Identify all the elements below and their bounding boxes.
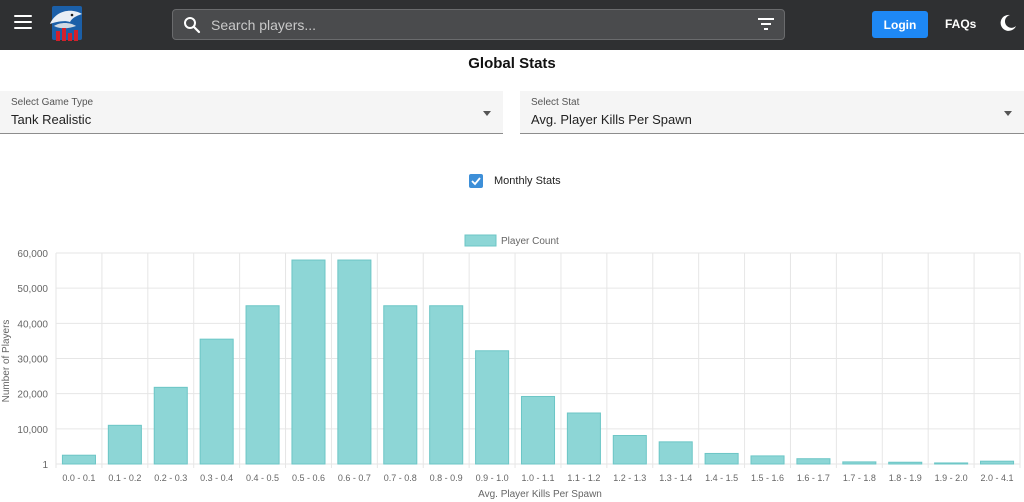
x-tick-label: 1.1 - 1.2 (567, 473, 600, 483)
x-tick-label: 1.6 - 1.7 (797, 473, 830, 483)
bar[interactable] (888, 461, 923, 465)
login-button[interactable]: Login (872, 11, 928, 38)
legend-label: Player Count (501, 236, 559, 247)
bar[interactable] (566, 412, 601, 465)
x-axis-ticks: 0.0 - 0.1 0.1 - 0.2 0.2 - 0.3 0.3 - 0.4 0.4 … (62, 473, 1013, 483)
x-tick-label: 0.5 - 0.6 (292, 473, 325, 483)
chart-bars (61, 259, 1015, 465)
x-tick-label: 1.3 - 1.4 (659, 473, 692, 483)
y-tick-label: 10,000 (17, 425, 48, 436)
game-type-label: Select Game Type (11, 97, 94, 108)
top-navbar: Login FAQs (0, 0, 1024, 50)
bar[interactable] (796, 458, 831, 465)
bar[interactable] (291, 259, 326, 465)
bar[interactable] (107, 424, 142, 465)
bar[interactable] (520, 395, 556, 465)
logo-icon[interactable] (46, 4, 84, 44)
x-tick-label: 1.5 - 1.6 (751, 473, 784, 483)
y-tick-label: 20,000 (17, 390, 48, 401)
bar[interactable] (199, 338, 234, 465)
x-tick-label: 1.2 - 1.3 (613, 473, 646, 483)
x-tick-label: 0.4 - 0.5 (246, 473, 279, 483)
x-tick-label: 0.8 - 0.9 (430, 473, 463, 483)
faqs-link[interactable]: FAQs (945, 17, 977, 31)
legend-swatch (464, 234, 497, 247)
player-count-chart: 60,000 50,000 40,000 30,000 20,000 10,000 1 0.… (1, 234, 1021, 500)
monthly-stats-label: Monthly Stats (494, 175, 561, 187)
x-axis-title: Avg. Player Kills Per Spawn (478, 489, 602, 500)
bar[interactable] (980, 460, 1015, 465)
bar[interactable] (842, 461, 877, 465)
y-tick-label: 60,000 (17, 249, 48, 260)
bar[interactable] (658, 441, 693, 465)
bar[interactable] (61, 454, 96, 465)
y-tick-label: 1 (42, 460, 48, 471)
filter-icon[interactable] (758, 17, 774, 31)
bar[interactable] (245, 305, 280, 465)
y-axis-title: Number of Players (1, 320, 12, 403)
stat-value: Avg. Player Kills Per Spawn (531, 112, 692, 127)
stat-label: Select Stat (531, 97, 580, 108)
monthly-stats-checkbox[interactable] (469, 174, 483, 188)
dark-mode-icon[interactable] (999, 14, 1017, 32)
search-box[interactable] (172, 9, 785, 40)
x-tick-label: 0.3 - 0.4 (200, 473, 233, 483)
x-tick-label: 0.7 - 0.8 (384, 473, 417, 483)
x-tick-label: 1.8 - 1.9 (889, 473, 922, 483)
x-tick-label: 0.1 - 0.2 (108, 473, 141, 483)
bar[interactable] (429, 305, 464, 465)
game-type-value: Tank Realistic (11, 112, 92, 127)
checkmark-icon (471, 177, 481, 186)
x-tick-label: 1.7 - 1.8 (843, 473, 876, 483)
x-tick-label: 0.2 - 0.3 (154, 473, 187, 483)
bar[interactable] (612, 435, 647, 465)
search-input[interactable] (211, 10, 751, 39)
game-type-select[interactable]: Select Game Type Tank Realistic (0, 91, 503, 134)
menu-icon[interactable] (14, 15, 32, 29)
x-tick-label: 1.4 - 1.5 (705, 473, 738, 483)
x-tick-label: 0.6 - 0.7 (338, 473, 371, 483)
bar[interactable] (934, 462, 969, 465)
y-axis-ticks: 60,000 50,000 40,000 30,000 20,000 10,000 1 (17, 249, 48, 471)
search-icon (184, 17, 201, 34)
y-tick-label: 40,000 (17, 319, 48, 330)
bar[interactable] (704, 452, 739, 465)
stat-select[interactable]: Select Stat Avg. Player Kills Per Spawn (520, 91, 1024, 134)
y-tick-label: 30,000 (17, 355, 48, 366)
x-tick-label: 0.9 - 1.0 (476, 473, 509, 483)
dropdown-arrow-icon (483, 111, 491, 116)
bar[interactable] (153, 386, 188, 465)
chart-legend[interactable]: Player Count (464, 234, 559, 247)
y-tick-label: 50,000 (17, 284, 48, 295)
dropdown-arrow-icon (1004, 111, 1012, 116)
bar[interactable] (475, 350, 510, 465)
bar[interactable] (337, 259, 372, 465)
page-title: Global Stats (468, 55, 556, 72)
bar[interactable] (750, 455, 785, 465)
x-tick-label: 1.9 - 2.0 (935, 473, 968, 483)
bar[interactable] (383, 305, 418, 465)
x-tick-label: 0.0 - 0.1 (62, 473, 95, 483)
x-tick-label: 1.0 - 1.1 (521, 473, 554, 483)
x-tick-label: 2.0 - 4.1 (981, 473, 1014, 483)
